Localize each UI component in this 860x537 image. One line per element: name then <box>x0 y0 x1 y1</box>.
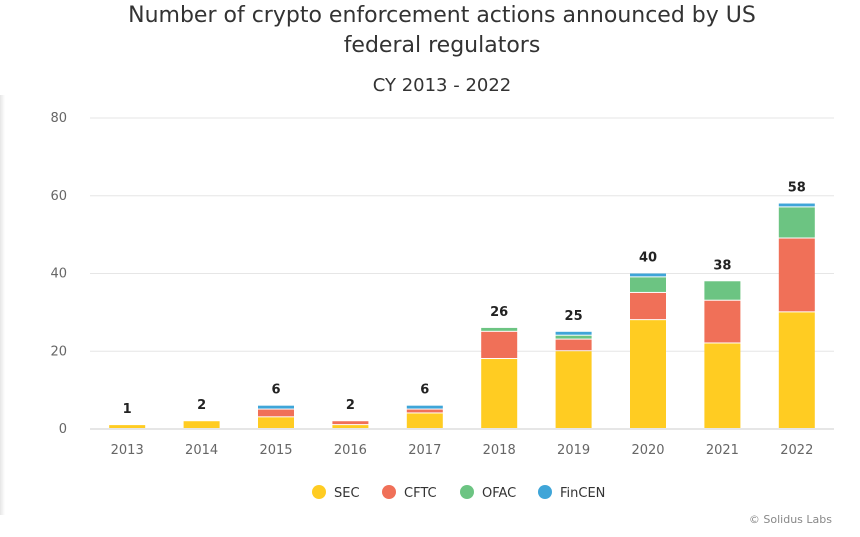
chart-title-line-2: federal regulators <box>344 33 541 58</box>
bar-cftc-2021[interactable] <box>704 300 741 343</box>
x-tick-label-2015: 2015 <box>259 443 292 458</box>
chart-title-line-1: Number of crypto enforcement actions ann… <box>128 3 756 28</box>
total-label-2018: 26 <box>490 305 508 320</box>
bar-ofac-2018[interactable] <box>481 327 518 331</box>
y-axis-ticks: 0 20 40 60 80 <box>50 111 67 437</box>
y-tick-label-0: 0 <box>59 422 67 437</box>
bar-cftc-2015[interactable] <box>258 409 294 417</box>
legend-marker-fincen <box>538 485 552 499</box>
legend: SEC CFTC OFAC FinCEN <box>312 485 605 501</box>
legend-marker-ofac <box>460 485 474 499</box>
bar-sec-2014[interactable] <box>183 421 220 428</box>
bar-fincen-2015[interactable] <box>258 405 294 409</box>
legend-label-cftc: CFTC <box>404 486 437 501</box>
legend-item-sec[interactable]: SEC <box>312 485 360 501</box>
y-tick-label-40: 40 <box>50 267 67 282</box>
legend-label-sec: SEC <box>334 486 360 501</box>
bar-sec-2013[interactable] <box>109 425 146 428</box>
bar-fincen-2019[interactable] <box>555 331 592 335</box>
x-tick-label-2020: 2020 <box>631 443 664 458</box>
bar-ofac-2019[interactable] <box>555 335 592 339</box>
bar-sec-2021[interactable] <box>704 343 741 428</box>
bar-sec-2016[interactable] <box>332 425 369 428</box>
bars <box>109 203 815 428</box>
total-label-2020: 40 <box>639 251 657 266</box>
legend-marker-sec <box>312 485 326 499</box>
legend-item-fincen[interactable]: FinCEN <box>538 485 605 501</box>
bar-sec-2020[interactable] <box>630 320 666 428</box>
bar-cftc-2018[interactable] <box>481 331 518 359</box>
bar-cftc-2017[interactable] <box>406 409 443 413</box>
total-label-2013: 1 <box>123 402 132 417</box>
bar-sec-2017[interactable] <box>406 413 443 428</box>
total-label-2022: 58 <box>788 181 806 196</box>
bar-cftc-2016[interactable] <box>332 421 369 425</box>
y-tick-label-80: 80 <box>50 111 67 126</box>
x-tick-label-2022: 2022 <box>780 443 813 458</box>
bar-cftc-2020[interactable] <box>630 292 666 320</box>
bar-ofac-2022[interactable] <box>778 207 815 238</box>
legend-item-ofac[interactable]: OFAC <box>460 485 516 501</box>
x-tick-label-2018: 2018 <box>483 443 516 458</box>
legend-marker-cftc <box>382 485 396 499</box>
x-tick-label-2021: 2021 <box>706 443 739 458</box>
bar-fincen-2022[interactable] <box>778 203 815 207</box>
x-tick-label-2014: 2014 <box>185 443 218 458</box>
chart-subtitle: CY 2013 - 2022 <box>373 75 512 96</box>
legend-label-ofac: OFAC <box>482 486 516 501</box>
bar-ofac-2020[interactable] <box>630 277 666 292</box>
bar-cftc-2022[interactable] <box>778 238 815 312</box>
bar-sec-2015[interactable] <box>258 417 294 428</box>
legend-item-cftc[interactable]: CFTC <box>382 485 437 501</box>
credit-text: © Solidus Labs <box>749 513 832 526</box>
bar-ofac-2021[interactable] <box>704 281 741 300</box>
total-label-2015: 6 <box>271 383 280 398</box>
x-tick-label-2019: 2019 <box>557 443 590 458</box>
bar-sec-2022[interactable] <box>778 312 815 428</box>
total-label-2021: 38 <box>713 258 731 273</box>
bar-cftc-2019[interactable] <box>555 339 592 351</box>
x-axis-ticks: 2013 2014 2015 2016 2017 2018 2019 2020 2021 2022 <box>111 443 814 458</box>
left-edge-shadow <box>0 95 5 515</box>
bar-sec-2019[interactable] <box>555 351 592 428</box>
y-tick-label-20: 20 <box>50 344 67 359</box>
total-label-2019: 25 <box>565 309 583 324</box>
bar-sec-2018[interactable] <box>481 359 518 428</box>
x-tick-label-2013: 2013 <box>111 443 144 458</box>
x-tick-label-2016: 2016 <box>334 443 367 458</box>
total-label-2014: 2 <box>197 398 206 413</box>
y-tick-label-60: 60 <box>50 189 67 204</box>
total-label-2016: 2 <box>346 398 355 413</box>
bar-fincen-2020[interactable] <box>630 273 666 277</box>
x-tick-label-2017: 2017 <box>408 443 441 458</box>
bar-fincen-2017[interactable] <box>406 405 443 409</box>
total-label-2017: 6 <box>420 383 429 398</box>
legend-label-fincen: FinCEN <box>560 486 605 501</box>
